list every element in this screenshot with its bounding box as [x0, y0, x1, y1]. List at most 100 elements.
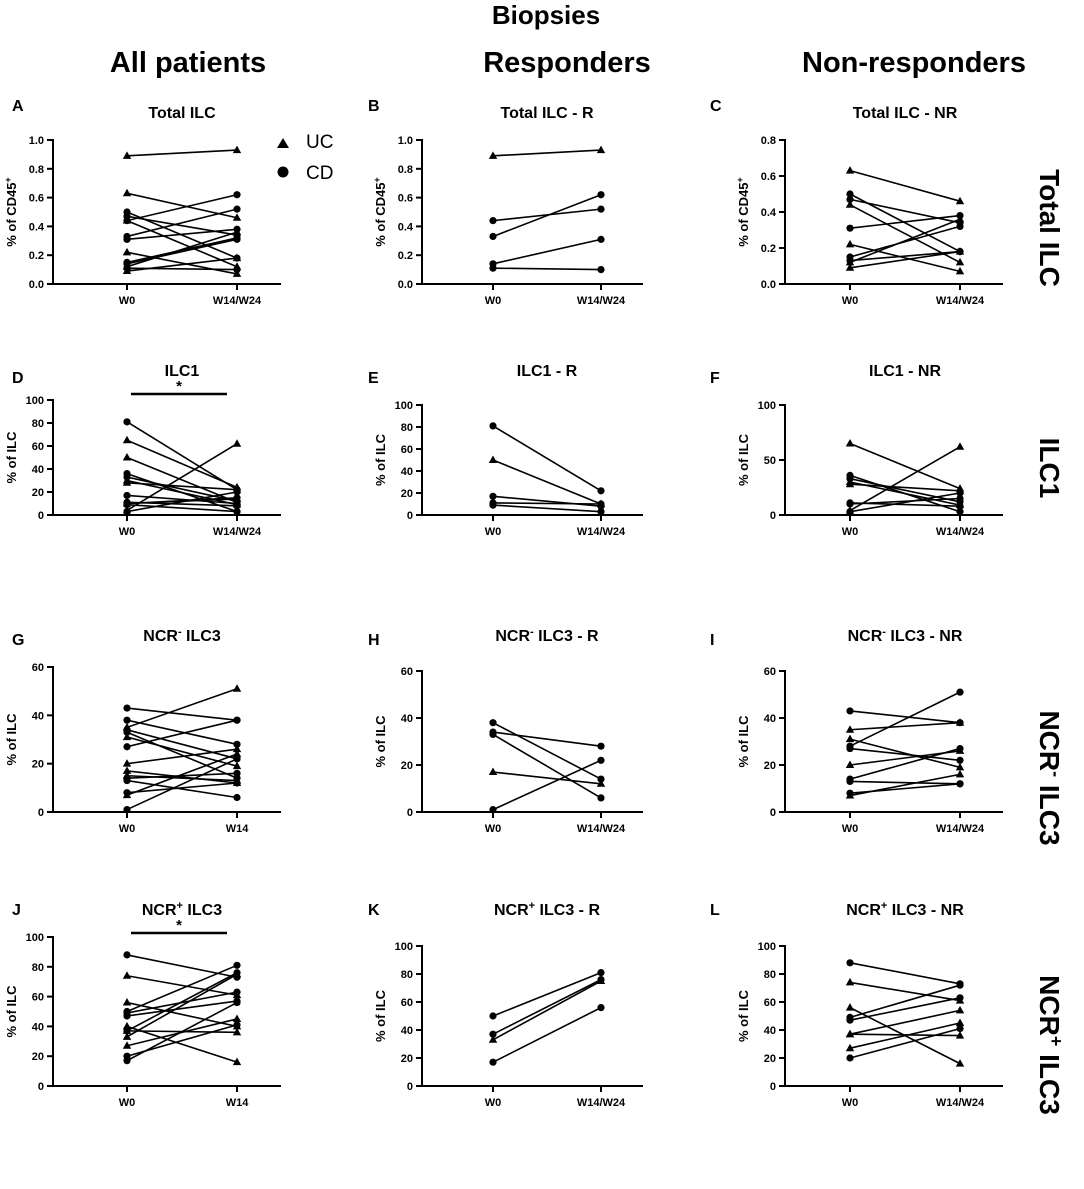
series-c-7 [846, 212, 964, 232]
y-tick-label-g: 60 [32, 662, 44, 674]
data-point-triangle [955, 1005, 965, 1014]
y-axis-label-a: % of CD45+ [3, 177, 19, 247]
y-tick-label-i: 0 [770, 807, 776, 819]
series-line [849, 1009, 961, 1035]
panel-letter-b: B [368, 98, 380, 115]
y-tick-label-l: 60 [764, 997, 776, 1009]
series-line [126, 772, 238, 779]
series-g-9 [122, 684, 242, 731]
series-line [492, 731, 602, 747]
series-line [126, 731, 238, 779]
series-f-8 [846, 494, 964, 508]
data-point-circle [489, 1030, 497, 1038]
data-point-circle [489, 422, 497, 430]
data-point-circle [233, 502, 241, 510]
data-point-circle [489, 232, 497, 241]
data-point-circle [123, 499, 131, 508]
data-point-circle [123, 1012, 131, 1020]
y-axis-label-b: % of CD45+ [372, 177, 388, 247]
data-point-triangle [596, 976, 606, 984]
series-line [492, 149, 602, 157]
panel-title-c: Total ILC - NR [853, 105, 958, 122]
y-tick-label-e: 60 [401, 444, 413, 456]
data-point-circle [233, 191, 241, 199]
data-point-triangle [845, 439, 855, 447]
series-line [126, 238, 238, 265]
data-point-triangle [122, 435, 132, 444]
data-point-circle [597, 1004, 605, 1012]
data-point-circle [597, 969, 605, 977]
y-tick-label-f: 50 [764, 455, 776, 467]
data-point-circle [597, 266, 605, 274]
series-line [492, 193, 602, 238]
data-point-circle [123, 805, 131, 814]
series-h-0 [489, 719, 605, 783]
y-tick-label-d: 60 [32, 441, 44, 453]
series-l-4 [846, 994, 964, 1024]
series-line [849, 984, 961, 1019]
data-point-triangle [488, 151, 498, 159]
panel-title-h: NCR- ILC3 - R [495, 626, 599, 645]
data-point-triangle [845, 791, 855, 799]
series-line [849, 250, 961, 262]
series-e-1 [488, 455, 606, 507]
data-point-circle [956, 994, 964, 1002]
data-point-circle [233, 494, 241, 502]
series-line [126, 954, 238, 979]
data-point-circle [123, 264, 131, 272]
x-tick-label-a: W0 [119, 295, 136, 307]
series-b-3 [489, 235, 605, 268]
series-e-4 [489, 501, 605, 516]
column-header-all-patients: All patients [110, 47, 266, 79]
panel-letter-c: C [710, 98, 722, 115]
data-point-triangle [845, 734, 855, 743]
series-line [849, 446, 961, 512]
data-point-circle [956, 222, 964, 230]
series-line [849, 243, 961, 273]
series-line [849, 218, 961, 264]
y-tick-label-f: 0 [770, 510, 776, 522]
series-line [849, 483, 961, 492]
panel-title-l: NCR+ ILC3 - NR [846, 900, 964, 919]
series-line [126, 964, 238, 1013]
data-point-circle [489, 1058, 497, 1066]
data-point-triangle [845, 479, 855, 488]
data-point-triangle [845, 760, 855, 768]
data-point-triangle [845, 263, 855, 271]
y-tick-label-d: 100 [26, 395, 44, 407]
data-point-circle [233, 254, 241, 262]
series-line [126, 779, 238, 799]
y-tick-label-c: 0.6 [761, 171, 776, 183]
series-g-8 [123, 755, 241, 814]
series-line [849, 214, 961, 229]
x-tick-label-b: W14/W24 [577, 295, 626, 307]
series-g-14 [122, 749, 242, 799]
panel-letter-h: H [368, 632, 380, 649]
y-tick-label-k: 80 [401, 969, 413, 981]
data-point-triangle [955, 1031, 965, 1039]
panel-h: H NCR- ILC3 - R 0 20 40 60 W0 W14/W24 % of ILC [368, 626, 643, 835]
y-tick-label-j: 100 [26, 932, 44, 944]
series-b-2 [489, 191, 605, 241]
series-a-8 [123, 191, 241, 225]
data-point-triangle [232, 1027, 242, 1036]
series-i-3 [846, 688, 964, 750]
y-tick-label-g: 0 [38, 807, 44, 819]
series-line [126, 228, 238, 241]
x-tick-label-g: W0 [119, 823, 136, 835]
y-tick-label-h: 20 [401, 760, 413, 772]
series-line [492, 971, 602, 1017]
series-line [126, 496, 238, 505]
data-point-triangle [122, 998, 132, 1006]
series-j-10 [122, 969, 242, 1040]
data-point-circle [956, 981, 964, 989]
series-i-4 [846, 744, 964, 764]
series-line [126, 729, 238, 760]
data-point-circle [846, 777, 854, 786]
series-line [126, 193, 238, 222]
y-tick-label-h: 60 [401, 666, 413, 678]
data-point-triangle [488, 767, 498, 776]
data-point-circle [123, 951, 131, 959]
y-tick-label-g: 40 [32, 710, 44, 722]
series-a-10 [123, 225, 241, 243]
